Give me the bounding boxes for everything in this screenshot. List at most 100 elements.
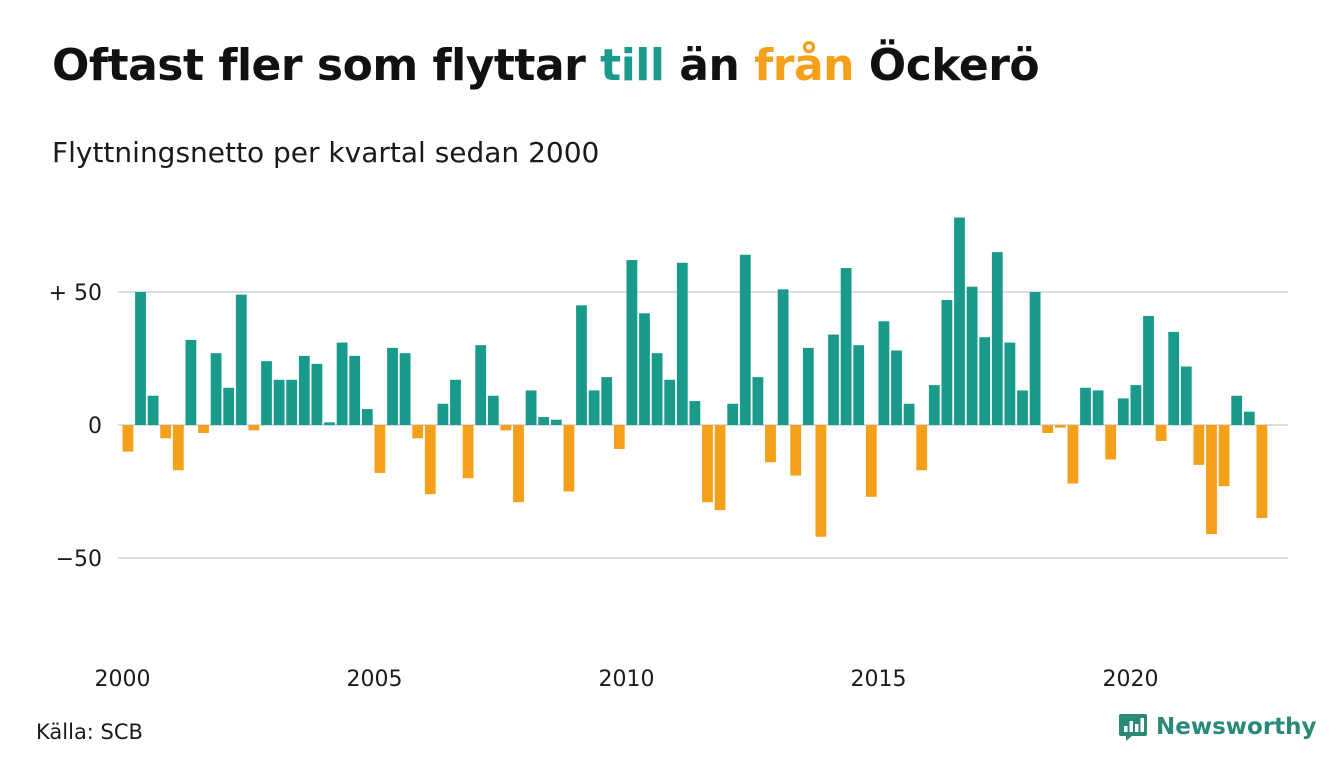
bar [626,260,638,425]
bar [878,321,890,425]
bar [1243,411,1255,425]
bar [160,425,172,439]
bar [828,334,839,425]
bar [941,299,953,425]
bar [235,294,247,425]
bar [840,268,852,425]
bar [122,425,134,452]
bar [298,355,310,425]
brand-logo[interactable]: Newsworthy [1118,712,1317,742]
bar [588,390,600,425]
bar [689,401,701,425]
bar [462,425,474,479]
bar [1206,425,1217,535]
newsworthy-logo-icon [1119,714,1147,741]
bar [765,425,776,463]
x-tick-label: 2010 [599,667,655,692]
bar [1105,425,1117,460]
bar [223,387,235,425]
bar [450,379,461,425]
bar [487,395,499,425]
bar [475,345,487,425]
bar [815,425,827,537]
bar [639,313,650,425]
bar [500,425,512,431]
bar [185,339,197,425]
axis-labels: + 50 0 −50 2000 2005 2010 2015 2020 [49,281,1159,692]
source-note: Källa: SCB [36,720,143,744]
bar [714,425,726,511]
bar [525,390,537,425]
bar [702,425,713,503]
bar [676,262,688,425]
bar [966,286,978,425]
x-tick-label: 2005 [347,667,403,692]
bar [324,422,335,425]
bar [412,425,424,439]
bar [1042,425,1054,433]
title-part-2: än [664,40,755,91]
bar [979,337,991,425]
bar [1092,390,1104,425]
bar [727,403,739,425]
bar [437,403,449,425]
chart-title: Oftast fler som flyttar till än från Öck… [52,40,1040,91]
bar [550,419,562,425]
bar [903,403,915,425]
bar [991,252,1003,425]
bar [1143,315,1154,425]
title-word-from: från [754,40,854,91]
bar [891,350,902,425]
bar [664,379,676,425]
bar [387,347,398,425]
bar [576,305,587,425]
x-tick-label: 2015 [851,667,907,692]
bar [538,417,550,425]
brand-name: Newsworthy [1156,714,1317,740]
bar [1180,366,1192,425]
y-tick-label: 0 [88,414,102,439]
bar [1231,395,1243,425]
bar [954,217,965,425]
title-part-1: Oftast fler som flyttar [52,40,601,91]
bar [172,425,184,471]
bar [135,292,146,425]
bar [916,425,928,471]
bar [1017,390,1028,425]
chart-subtitle: Flyttningsnetto per kvartal sedan 2000 [52,136,600,169]
bar [563,425,575,492]
bar [1004,342,1016,425]
bar [311,363,323,425]
bar [198,425,209,433]
bar [1054,425,1066,428]
bar [1067,425,1079,484]
bar [651,353,663,425]
x-tick-label: 2000 [95,667,151,692]
bar [1168,331,1180,425]
bar [790,425,802,476]
bar [336,342,348,425]
bar [374,425,386,473]
y-tick-label: −50 [56,547,102,572]
bar [1029,292,1041,425]
title-part-3: Öckerö [853,40,1040,91]
bar [248,425,260,431]
bar [739,254,751,425]
bar [928,385,940,425]
bar [752,377,764,425]
bar [210,353,222,425]
x-tick-label: 2020 [1103,667,1159,692]
bar [273,379,285,425]
bar [777,289,789,425]
bar [601,377,613,425]
bar [261,361,272,425]
bar [513,425,524,503]
bar [1117,398,1129,425]
bar [1256,425,1268,519]
bar [1193,425,1205,465]
bar [349,355,361,425]
bar [853,345,865,425]
bar [1155,425,1167,441]
bar [1080,387,1091,425]
